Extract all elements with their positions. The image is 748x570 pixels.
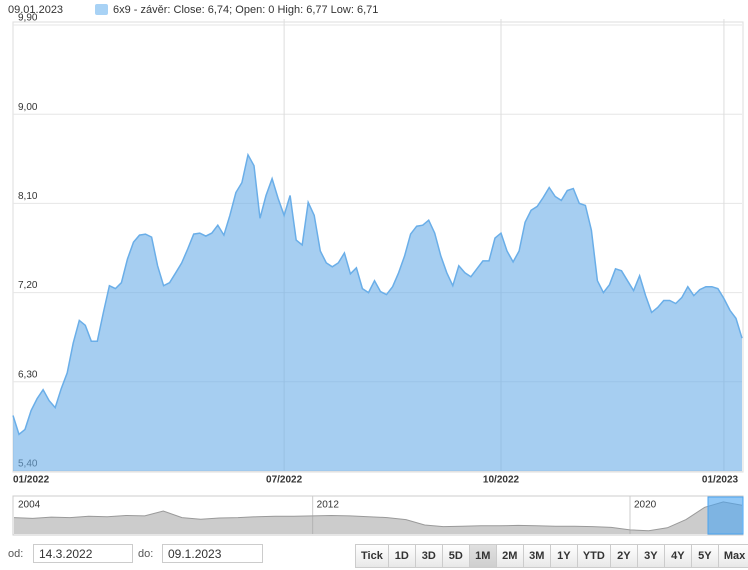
navigator-label: 2020 bbox=[634, 500, 657, 511]
from-input[interactable]: 14.3.2022 bbox=[33, 544, 133, 563]
navigator-line bbox=[13, 501, 743, 532]
series-line bbox=[12, 152, 743, 436]
range-button[interactable]: 4Y bbox=[663, 544, 692, 568]
range-buttons: Tick 1D 3D 5D 1M 2M 3M 1Y YTD 2Y 3Y 4Y 5Y Max bbox=[355, 544, 748, 568]
chart: 5,406,307,208,109,009,9001/202207/202210… bbox=[12, 13, 744, 536]
range-button[interactable]: 5D bbox=[441, 544, 470, 568]
to-label: do: bbox=[138, 548, 154, 560]
range-button[interactable]: 1D bbox=[387, 544, 416, 568]
legend-swatch bbox=[95, 4, 108, 15]
range-button[interactable]: 3Y bbox=[636, 544, 665, 568]
range-button[interactable]: 2Y bbox=[609, 544, 638, 568]
y-tick-label: 8,10 bbox=[18, 191, 38, 202]
x-tick-label: 07/2022 bbox=[266, 475, 303, 486]
navigator-label: 2012 bbox=[317, 500, 340, 511]
range-button[interactable]: 2M bbox=[495, 544, 524, 568]
x-tick-label: 10/2022 bbox=[483, 475, 520, 486]
navigator-selection bbox=[707, 496, 744, 535]
range-button[interactable]: 3D bbox=[414, 544, 443, 568]
range-button[interactable]: 5Y bbox=[690, 544, 719, 568]
range-button[interactable]: YTD bbox=[576, 544, 611, 568]
y-tick-label: 9,90 bbox=[18, 13, 38, 24]
navigator-area bbox=[14, 501, 742, 534]
range-button[interactable]: Tick bbox=[355, 544, 389, 568]
y-tick-label: 9,00 bbox=[18, 102, 38, 113]
range-button[interactable]: 1M bbox=[468, 544, 497, 568]
y-tick-label: 7,20 bbox=[18, 280, 38, 291]
legend-text: 6x9 - závěr: Close: 6,74; Open: 0 High: … bbox=[113, 4, 379, 16]
x-tick-label: 01/2022 bbox=[13, 475, 50, 486]
to-input[interactable]: 09.1.2023 bbox=[162, 544, 263, 563]
range-button[interactable]: 3M bbox=[522, 544, 551, 568]
range-button[interactable]: Max bbox=[717, 544, 748, 568]
navigator-label: 2004 bbox=[18, 500, 41, 511]
y-tick-label: 6,30 bbox=[18, 369, 38, 380]
x-tick-label: 01/2023 bbox=[702, 475, 739, 486]
range-button[interactable]: 1Y bbox=[549, 544, 578, 568]
from-label: od: bbox=[8, 548, 24, 560]
header-date: 09.01.2023 bbox=[8, 4, 64, 16]
